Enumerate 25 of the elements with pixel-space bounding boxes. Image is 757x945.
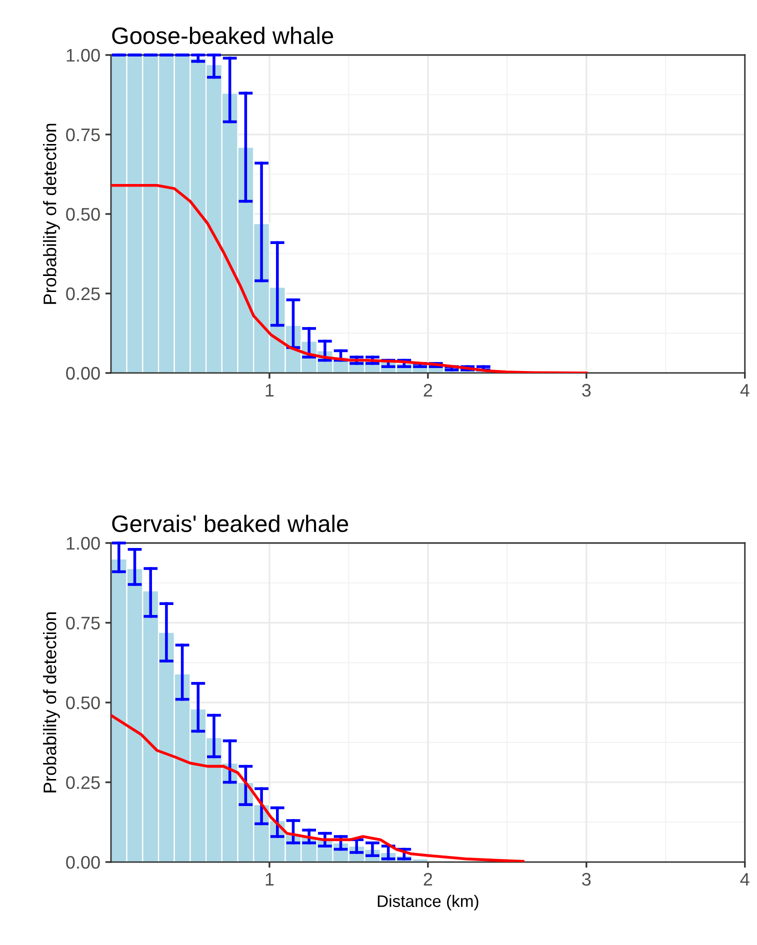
y-tick-label: 0.75 (66, 128, 100, 142)
y-axis-title: Probability of detection (43, 612, 60, 792)
x-tick-label: 3 (582, 384, 591, 397)
y-tick-label: 1.00 (66, 48, 100, 62)
x-tick-label: 4 (740, 873, 750, 886)
x-tick-label: 1 (266, 873, 274, 886)
chart-title: Goose-beaked whale (112, 26, 334, 44)
x-tick-label: 2 (424, 384, 432, 396)
y-tick-label: 0.75 (66, 616, 100, 630)
y-tick-label: 0.00 (66, 366, 100, 380)
y-tick-label: 0.50 (66, 696, 100, 710)
chart-title: Gervais' beaked whale (112, 514, 348, 532)
x-tick-label: 3 (582, 872, 591, 886)
y-tick-label: 0.25 (66, 776, 100, 789)
x-tick-label: 4 (740, 384, 750, 396)
y-axis-title: Probability of detection (43, 124, 60, 304)
x-axis-title: Distance (km) (378, 894, 478, 910)
line-series (110, 184, 588, 373)
y-tick-label: 0.00 (66, 856, 100, 869)
x-tick-label: 2 (424, 872, 432, 886)
y-tick-label: 1.00 (66, 536, 100, 550)
x-tick-label: 1 (266, 384, 274, 396)
line-series (110, 714, 524, 862)
y-tick-label: 0.25 (66, 287, 100, 300)
y-tick-label: 0.50 (66, 208, 100, 221)
